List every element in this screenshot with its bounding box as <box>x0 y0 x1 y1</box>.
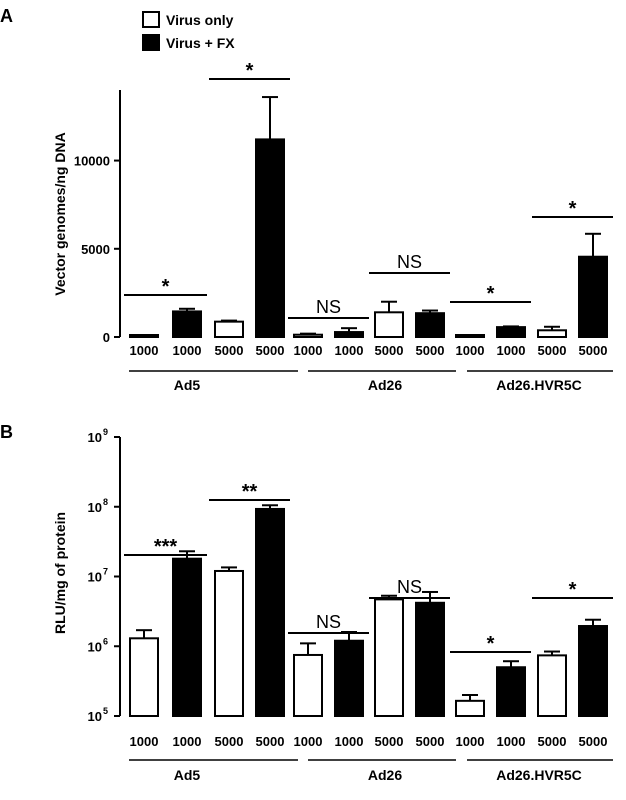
y-tick-label: 0 <box>103 330 110 345</box>
bar-virus-only <box>374 311 404 338</box>
x-tick-label: 1000 <box>173 343 202 358</box>
x-tick-label: 5000 <box>579 343 608 358</box>
panel-label-a: A <box>0 6 13 26</box>
y-tick-exponent: 5 <box>103 706 108 716</box>
group-label: Ad26.HVR5C <box>496 767 582 783</box>
bar-virus-fx <box>334 331 364 338</box>
significance-label: *** <box>154 536 178 558</box>
bar-virus-only <box>537 654 567 718</box>
significance-label: * <box>162 276 170 298</box>
x-tick-label: 5000 <box>215 343 244 358</box>
x-tick-label: 5000 <box>416 734 445 749</box>
bar-virus-only <box>214 569 244 717</box>
x-tick-label: 5000 <box>375 343 404 358</box>
x-tick-label: 1000 <box>130 734 159 749</box>
x-tick-label: 5000 <box>256 734 285 749</box>
significance-label: * <box>569 579 577 601</box>
x-tick-label: 5000 <box>416 343 445 358</box>
x-tick-label: 5000 <box>375 734 404 749</box>
y-tick-label: 10 <box>88 570 102 585</box>
group-label: Ad26.HVR5C <box>496 377 582 393</box>
x-tick-label: 1000 <box>456 343 485 358</box>
y-tick-exponent: 7 <box>103 567 108 577</box>
bar-virus-only <box>293 653 323 717</box>
bar-virus-only <box>129 334 159 338</box>
x-tick-label: 1000 <box>497 734 526 749</box>
x-tick-label: 1000 <box>497 343 526 358</box>
bar-virus-fx <box>496 326 526 338</box>
y-tick-label: 10 <box>88 500 102 515</box>
y-tick-label: 10 <box>88 639 102 654</box>
x-tick-label: 5000 <box>215 734 244 749</box>
significance-label: NS <box>316 297 341 317</box>
y-tick-label: 10000 <box>74 154 110 169</box>
y-tick-label: 10 <box>88 430 102 445</box>
legend-label-virus-only: Virus only <box>166 12 234 28</box>
group-label: Ad5 <box>174 377 201 393</box>
y-tick-exponent: 8 <box>103 497 108 507</box>
panel-label-b: B <box>0 422 13 442</box>
group-label: Ad26 <box>368 767 402 783</box>
bar-virus-fx <box>172 557 202 718</box>
bar-virus-only <box>129 637 159 717</box>
legend-swatch-virus-only <box>142 11 160 28</box>
bar-virus-only <box>537 329 567 339</box>
bar-virus-fx <box>496 666 526 717</box>
significance-label: * <box>487 633 495 655</box>
significance-label: ** <box>242 481 258 503</box>
x-tick-label: 5000 <box>538 343 567 358</box>
legend-swatch-virus-fx <box>142 34 160 51</box>
group-label: Ad26 <box>368 377 402 393</box>
y-axis-label-b: RLU/mg of protein <box>52 512 68 634</box>
significance-label: NS <box>397 252 422 272</box>
chart-panel-a: Vector genomes/ng DNA 0 5000 10000 1000 1000… <box>52 60 613 393</box>
bar-virus-only <box>374 598 404 717</box>
bar-virus-fx <box>172 310 202 338</box>
bar-virus-fx <box>334 639 364 717</box>
x-tick-label: 1000 <box>294 343 323 358</box>
bar-virus-only <box>214 320 244 339</box>
bar-virus-only <box>455 334 485 338</box>
y-tick-exponent: 6 <box>103 636 108 646</box>
x-tick-label: 1000 <box>456 734 485 749</box>
bar-virus-fx <box>578 255 608 339</box>
x-tick-label: 1000 <box>294 734 323 749</box>
significance-label: * <box>569 198 577 220</box>
bar-virus-fx <box>415 312 445 338</box>
y-tick-label: 10 <box>88 709 102 724</box>
bar-virus-fx <box>415 601 445 718</box>
x-tick-label: 5000 <box>538 734 567 749</box>
x-tick-label: 1000 <box>335 734 364 749</box>
x-tick-label: 1000 <box>335 343 364 358</box>
significance-label: * <box>246 60 254 82</box>
bar-virus-fx <box>578 625 608 717</box>
y-tick-label: 5000 <box>81 242 110 257</box>
x-tick-label: 5000 <box>256 343 285 358</box>
legend-label-virus-fx: Virus + FX <box>166 35 235 51</box>
significance-label: * <box>487 283 495 305</box>
y-tick-exponent: 9 <box>103 427 108 437</box>
bar-virus-fx <box>255 507 285 717</box>
bar-virus-only <box>293 333 323 338</box>
bar-virus-fx <box>255 138 285 338</box>
significance-label: NS <box>397 577 422 597</box>
x-tick-label: 5000 <box>579 734 608 749</box>
group-label: Ad5 <box>174 767 201 783</box>
y-axis-label-a: Vector genomes/ng DNA <box>52 132 68 295</box>
x-tick-label: 1000 <box>173 734 202 749</box>
x-tick-label: 1000 <box>130 343 159 358</box>
bar-virus-only <box>455 699 485 718</box>
significance-label: NS <box>316 612 341 632</box>
legend: Virus only Virus + FX <box>142 11 235 51</box>
